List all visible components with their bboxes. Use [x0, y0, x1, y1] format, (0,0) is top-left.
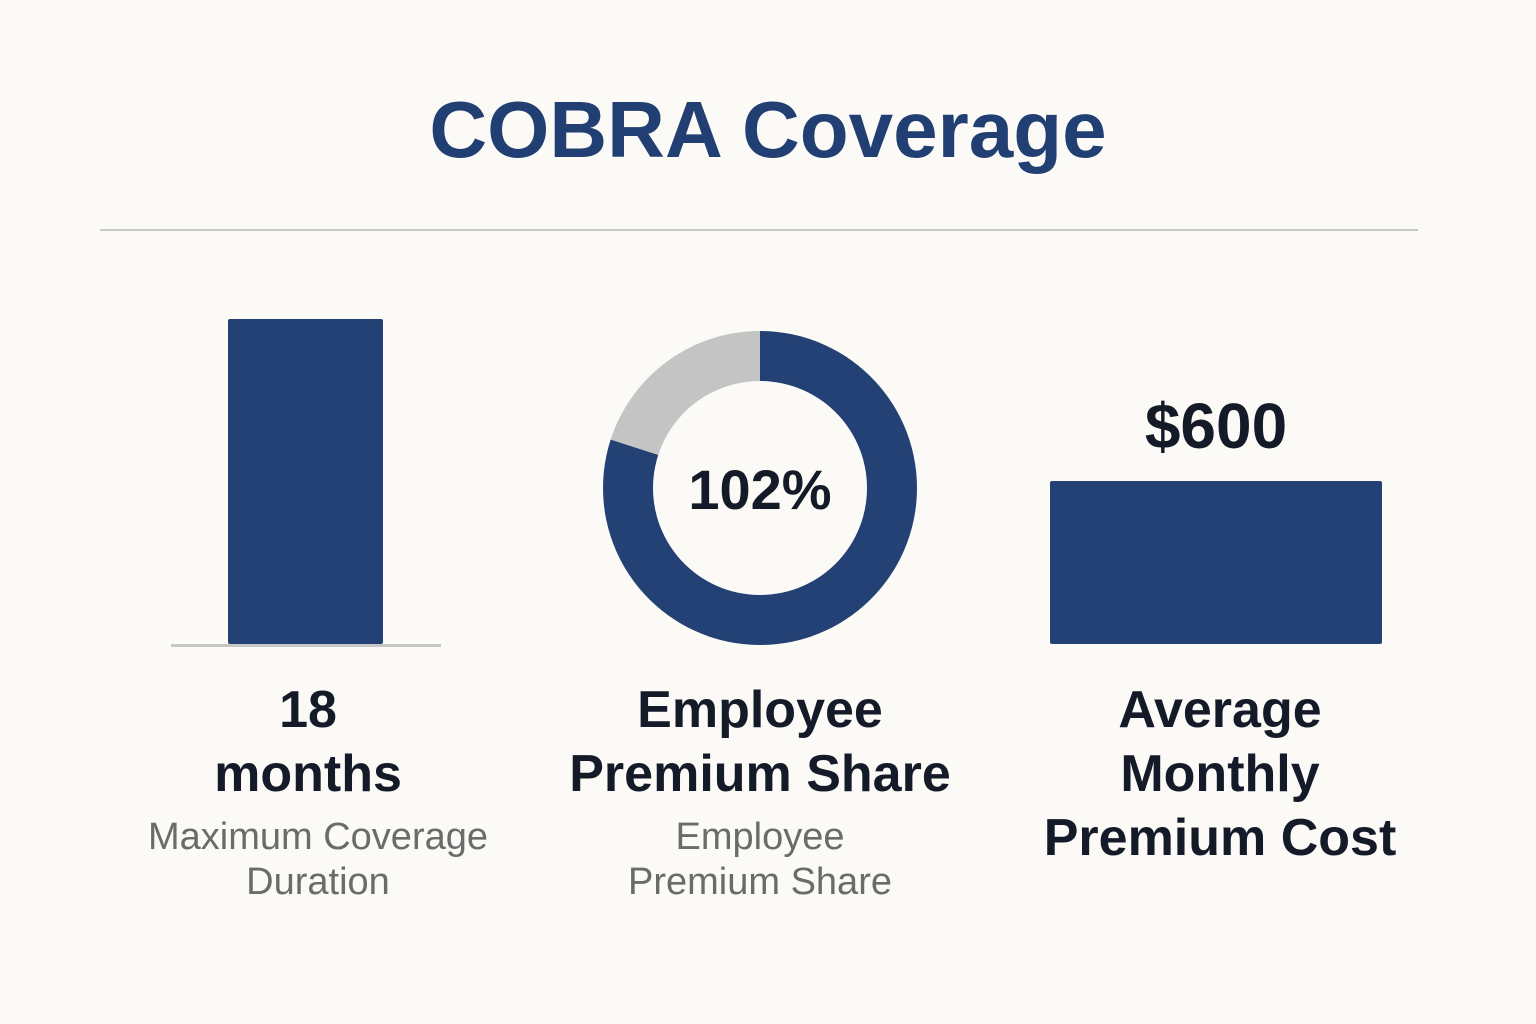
- duration-caption-line: Duration: [246, 861, 390, 903]
- duration-heading: 18 months: [158, 678, 458, 806]
- duration-heading-line: 18: [279, 681, 337, 739]
- duration-heading-line: months: [214, 745, 402, 803]
- duration-baseline: [171, 644, 441, 647]
- donut-center-label: 102%: [688, 458, 832, 521]
- share-heading-line: Premium Share: [569, 745, 951, 803]
- premium-heading: Average Monthly Premium Cost: [1010, 678, 1430, 870]
- share-heading-line: Employee: [637, 681, 883, 739]
- premium-cost-bar: [1050, 481, 1382, 644]
- share-heading: Employee Premium Share: [540, 678, 980, 806]
- duration-caption-line: Maximum Coverage: [148, 816, 488, 858]
- premium-value-label: $600: [1144, 390, 1288, 462]
- share-caption-line: Premium Share: [628, 861, 892, 903]
- premium-heading-line: Premium Cost: [1043, 809, 1397, 867]
- donut-slice-remainder: [610, 331, 760, 455]
- share-caption-line: Employee: [675, 816, 845, 858]
- premium-heading-line: Average: [1118, 681, 1322, 739]
- premium-heading-line: Monthly: [1120, 745, 1320, 803]
- title-divider: [100, 229, 1418, 231]
- donut-slice-employee-share: [603, 331, 918, 645]
- share-caption: Employee Premium Share: [560, 815, 960, 905]
- duration-bar: [228, 319, 383, 644]
- duration-caption: Maximum Coverage Duration: [108, 815, 528, 905]
- page-title: COBRA Coverage: [429, 85, 1107, 174]
